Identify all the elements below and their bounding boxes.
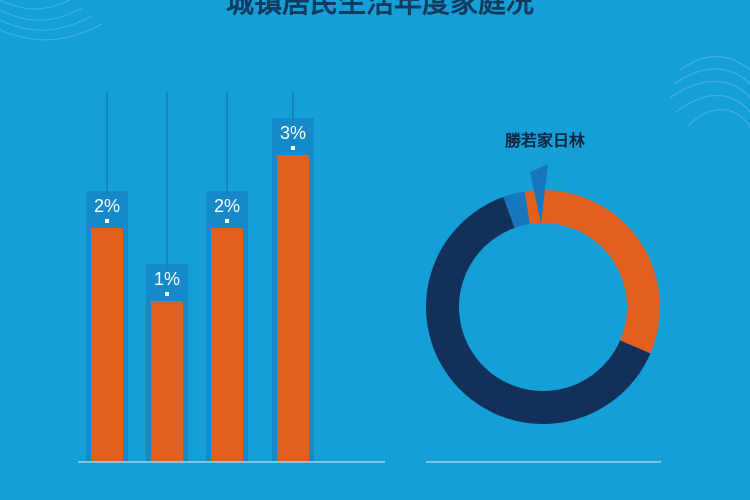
donut-title: 勝若家日林	[504, 133, 585, 150]
bar-data-label: 3%	[280, 123, 306, 143]
bar-data-label: 2%	[94, 196, 120, 216]
bar	[91, 228, 123, 462]
donut-slice	[503, 191, 530, 228]
donut-slice	[524, 190, 660, 354]
bar-label-marker	[291, 146, 295, 150]
donut-slice	[426, 196, 651, 424]
bar-data-label: 2%	[214, 196, 240, 216]
bar-labels: 2% 1% 2% 3%	[94, 123, 306, 296]
page-title: 城镇居民生活年度家庭况	[225, 0, 534, 18]
bar-data-label: 1%	[154, 269, 180, 289]
bar-label-marker	[165, 292, 169, 296]
bars	[91, 155, 309, 462]
bar-label-marker	[105, 219, 109, 223]
bar	[277, 155, 309, 462]
wave-pattern-right	[669, 55, 750, 127]
wave-pattern-left	[0, 0, 103, 41]
bar	[151, 301, 183, 462]
donut-pointer	[530, 164, 548, 224]
bar-label-marker	[225, 219, 229, 223]
donut-slices	[426, 164, 660, 424]
bar	[211, 228, 243, 462]
